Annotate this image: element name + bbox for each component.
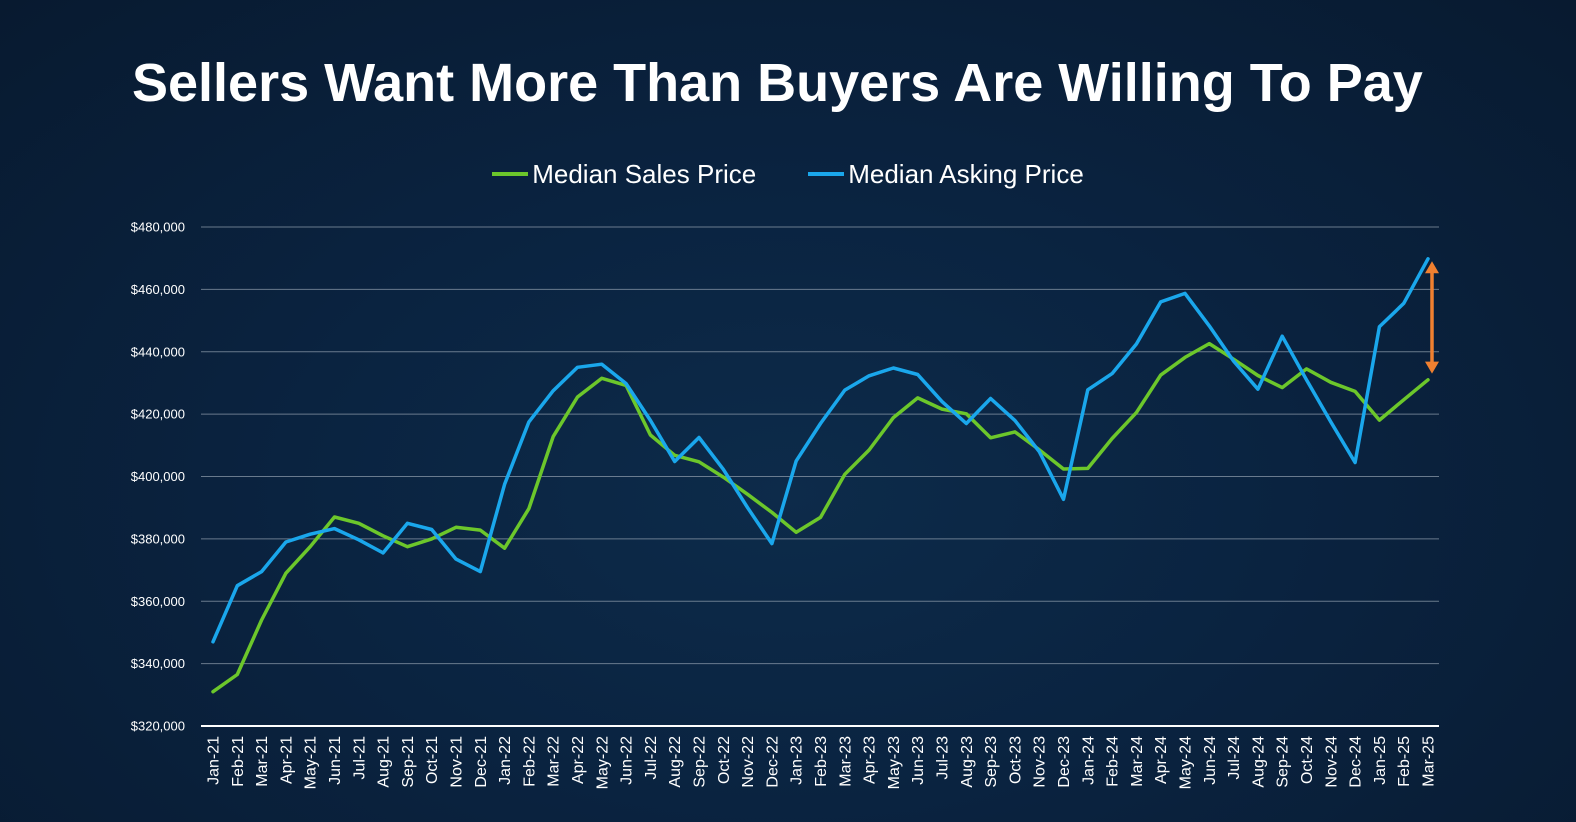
x-tick-label: Mar-22 xyxy=(546,736,563,787)
x-tick-label: Dec-24 xyxy=(1348,736,1365,788)
x-tick-label: Oct-21 xyxy=(424,736,441,784)
y-tick-label: $440,000 xyxy=(131,344,185,359)
x-tick-label: Apr-23 xyxy=(862,736,879,784)
gridlines xyxy=(201,226,1439,727)
x-tick-label: Mar-23 xyxy=(837,736,854,787)
x-tick-label: Jun-23 xyxy=(910,736,927,785)
x-tick-label: Sep-21 xyxy=(400,736,417,788)
y-tick-label: $460,000 xyxy=(131,282,185,297)
x-tick-label: Apr-21 xyxy=(278,736,295,784)
x-tick-label: Nov-24 xyxy=(1323,736,1340,788)
x-tick-label: May-21 xyxy=(303,736,320,789)
x-tick-label: Feb-23 xyxy=(813,736,830,787)
x-tick-label: Apr-22 xyxy=(570,736,587,784)
x-tick-label: Aug-21 xyxy=(376,736,393,788)
gap-arrow-head-up xyxy=(1425,261,1439,274)
x-tick-label: Sep-24 xyxy=(1275,736,1292,788)
x-tick-label: Nov-23 xyxy=(1032,736,1049,788)
x-tick-label: Jul-22 xyxy=(643,736,660,780)
legend: Median Sales Price Median Asking Price xyxy=(0,156,1576,192)
legend-item-asking: Median Asking Price xyxy=(808,159,1084,190)
x-tick-label: Mar-21 xyxy=(254,736,271,787)
x-tick-label: Jan-25 xyxy=(1372,736,1389,785)
y-tick-label: $380,000 xyxy=(131,531,185,546)
series-line-median-sales-price xyxy=(211,341,1430,694)
y-axis: $320,000 $340,000 $360,000 $380,000 $400,000… xyxy=(131,220,185,734)
annotations xyxy=(1425,261,1439,374)
x-tick-label: Oct-24 xyxy=(1299,736,1316,784)
y-tick-label: $480,000 xyxy=(131,220,185,235)
series-group xyxy=(211,257,1430,694)
y-tick-label: $320,000 xyxy=(131,719,185,734)
x-tick-label: Feb-25 xyxy=(1396,736,1413,787)
x-tick-label: Jan-22 xyxy=(497,736,514,785)
x-tick-label: May-22 xyxy=(594,736,611,789)
x-tick-label: Nov-21 xyxy=(449,736,466,788)
x-tick-label: Jul-23 xyxy=(935,736,952,780)
x-tick-label: Jun-24 xyxy=(1202,736,1219,785)
x-tick-label: Oct-22 xyxy=(716,736,733,784)
legend-label-asking: Median Asking Price xyxy=(848,158,1084,189)
legend-swatch-sales xyxy=(492,172,529,176)
x-tick-label: Mar-25 xyxy=(1421,736,1438,787)
y-tick-label: $340,000 xyxy=(131,656,185,671)
x-tick-label: May-23 xyxy=(886,736,903,789)
x-tick-label: Sep-23 xyxy=(983,736,1000,788)
x-tick-label: Aug-23 xyxy=(959,736,976,788)
x-tick-label: Nov-22 xyxy=(740,736,757,788)
x-tick-label: Jun-22 xyxy=(619,736,636,785)
x-tick-label: Sep-22 xyxy=(692,736,709,788)
y-tick-label: $420,000 xyxy=(131,407,185,422)
x-tick-label: Mar-24 xyxy=(1129,736,1146,787)
x-axis: Jan-21 Feb-21 Mar-21 Apr-21 May-21 Jun-21 Jul-… xyxy=(206,736,1438,789)
gap-arrow-head-down xyxy=(1425,361,1439,374)
x-tick-label: Dec-21 xyxy=(473,736,490,788)
x-tick-label: Dec-22 xyxy=(764,736,781,788)
x-tick-label: Feb-22 xyxy=(521,736,538,787)
x-tick-label: Aug-22 xyxy=(667,736,684,788)
x-tick-label: May-24 xyxy=(1178,736,1195,789)
series-line-median-asking-price xyxy=(211,257,1430,644)
x-tick-label: Feb-24 xyxy=(1105,736,1122,787)
y-tick-label: $360,000 xyxy=(131,594,185,609)
legend-item-sales: Median Sales Price xyxy=(492,159,756,190)
x-tick-label: Aug-24 xyxy=(1250,736,1267,788)
x-tick-label: Jul-24 xyxy=(1226,736,1243,780)
legend-swatch-asking xyxy=(808,172,845,176)
x-tick-label: Oct-23 xyxy=(1007,736,1024,784)
x-tick-label: Jun-21 xyxy=(327,736,344,785)
legend-label-sales: Median Sales Price xyxy=(532,158,757,189)
chart-title: Sellers Want More Than Buyers Are Willin… xyxy=(132,53,1423,113)
x-tick-label: Jan-24 xyxy=(1080,736,1097,785)
x-tick-label: Dec-23 xyxy=(1056,736,1073,788)
x-tick-label: Jan-21 xyxy=(206,736,223,785)
y-tick-label: $400,000 xyxy=(131,469,185,484)
x-tick-label: Feb-21 xyxy=(230,736,247,787)
x-tick-label: Jan-23 xyxy=(789,736,806,785)
x-tick-label: Apr-24 xyxy=(1153,736,1170,784)
x-tick-label: Jul-21 xyxy=(351,736,368,780)
